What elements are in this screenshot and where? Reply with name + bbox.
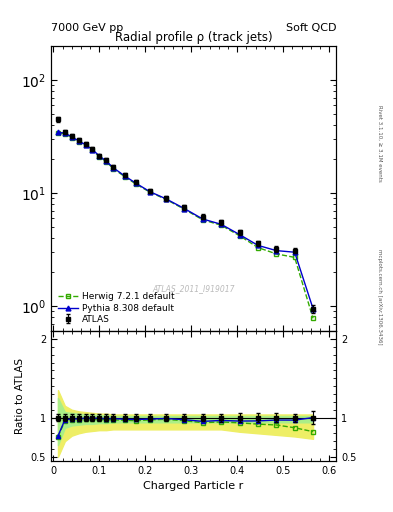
Pythia 8.308 default <box>104 158 108 164</box>
Pythia 8.308 default <box>147 188 152 195</box>
Y-axis label: Ratio to ATLAS: Ratio to ATLAS <box>15 358 25 434</box>
Pythia 8.308 default <box>122 173 127 179</box>
Herwig 7.2.1 default <box>292 254 297 261</box>
Pythia 8.308 default <box>70 134 74 140</box>
Herwig 7.2.1 default <box>83 142 88 148</box>
Pythia 8.308 default <box>182 205 187 211</box>
Herwig 7.2.1 default <box>97 154 102 160</box>
Herwig 7.2.1 default <box>76 139 81 145</box>
Herwig 7.2.1 default <box>311 315 316 322</box>
X-axis label: Charged Particle r: Charged Particle r <box>143 481 244 491</box>
Line: Pythia 8.308 default: Pythia 8.308 default <box>55 130 316 311</box>
Pythia 8.308 default <box>134 180 138 186</box>
Pythia 8.308 default <box>292 249 297 255</box>
Pythia 8.308 default <box>62 130 67 136</box>
Pythia 8.308 default <box>56 129 61 135</box>
Herwig 7.2.1 default <box>104 159 108 165</box>
Text: Rivet 3.1.10, ≥ 3.1M events: Rivet 3.1.10, ≥ 3.1M events <box>377 105 382 182</box>
Line: Herwig 7.2.1 default: Herwig 7.2.1 default <box>55 131 316 321</box>
Text: 7000 GeV pp: 7000 GeV pp <box>51 23 123 33</box>
Pythia 8.308 default <box>111 164 116 170</box>
Herwig 7.2.1 default <box>147 189 152 195</box>
Herwig 7.2.1 default <box>200 217 205 223</box>
Pythia 8.308 default <box>311 306 316 312</box>
Herwig 7.2.1 default <box>62 131 67 137</box>
Pythia 8.308 default <box>97 153 102 159</box>
Herwig 7.2.1 default <box>182 206 187 212</box>
Pythia 8.308 default <box>274 247 279 253</box>
Text: ATLAS_2011_I919017: ATLAS_2011_I919017 <box>152 284 235 293</box>
Legend: Herwig 7.2.1 default, Pythia 8.308 default, ATLAS: Herwig 7.2.1 default, Pythia 8.308 defau… <box>55 290 177 327</box>
Herwig 7.2.1 default <box>90 147 95 153</box>
Herwig 7.2.1 default <box>134 181 138 187</box>
Herwig 7.2.1 default <box>255 244 260 250</box>
Pythia 8.308 default <box>200 216 205 222</box>
Herwig 7.2.1 default <box>111 165 116 172</box>
Text: Soft QCD: Soft QCD <box>286 23 336 33</box>
Herwig 7.2.1 default <box>163 196 168 202</box>
Pythia 8.308 default <box>219 221 224 227</box>
Herwig 7.2.1 default <box>56 130 61 136</box>
Text: mcplots.cern.ch [arXiv:1306.3436]: mcplots.cern.ch [arXiv:1306.3436] <box>377 249 382 345</box>
Herwig 7.2.1 default <box>237 232 242 239</box>
Herwig 7.2.1 default <box>122 174 127 180</box>
Herwig 7.2.1 default <box>274 251 279 257</box>
Pythia 8.308 default <box>237 231 242 238</box>
Pythia 8.308 default <box>83 142 88 148</box>
Herwig 7.2.1 default <box>70 135 74 141</box>
Title: Radial profile ρ (track jets): Radial profile ρ (track jets) <box>115 31 272 44</box>
Pythia 8.308 default <box>90 146 95 153</box>
Herwig 7.2.1 default <box>219 222 224 228</box>
Pythia 8.308 default <box>255 242 260 248</box>
Pythia 8.308 default <box>163 196 168 202</box>
Pythia 8.308 default <box>76 138 81 144</box>
